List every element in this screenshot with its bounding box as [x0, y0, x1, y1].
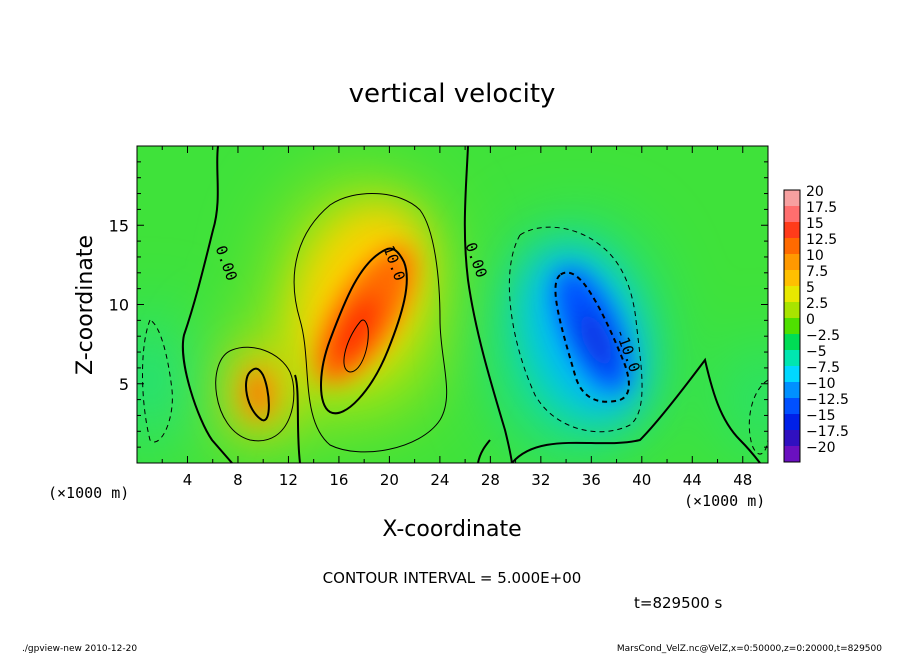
- footer-right: MarsCond_VelZ.nc@VelZ,x=0:50000,z=0:2000…: [617, 644, 882, 654]
- y-tick-label-1: 10: [109, 296, 129, 315]
- colorbar-swatch-9: [784, 334, 800, 350]
- colorbar-label-5: 7.5: [806, 264, 828, 280]
- colorbar-label-12: −10: [806, 376, 836, 392]
- colorbar-swatch-14: [784, 414, 800, 430]
- colorbar-label-2: 15: [806, 216, 824, 232]
- x-tick-label-1: 8: [233, 471, 243, 489]
- colorbar-swatch-0: [784, 190, 800, 206]
- contour-interval-text: CONTOUR INTERVAL = 5.000E+00: [323, 569, 582, 587]
- field-fill: [137, 146, 768, 463]
- colorbar-swatch-11: [784, 366, 800, 382]
- colorbar-label-3: 12.5: [806, 232, 837, 248]
- x-tick-label-11: 48: [733, 471, 752, 489]
- x-axis-unit-right: (×1000 m): [684, 492, 765, 510]
- colorbar-label-0: 20: [806, 184, 824, 200]
- colorbar-swatch-12: [784, 382, 800, 398]
- colorbar-swatch-5: [784, 270, 800, 286]
- colorbar-swatch-13: [784, 398, 800, 414]
- colorbar-swatch-8: [784, 318, 800, 334]
- x-tick-label-5: 24: [430, 471, 449, 489]
- x-axis-unit-left: (×1000 m): [48, 484, 129, 502]
- colorbar-frame: [783, 189, 801, 463]
- colorbar-swatch-3: [784, 238, 800, 254]
- colorbar-swatch-15: [784, 430, 800, 446]
- colorbar-swatch-2: [784, 222, 800, 238]
- y-tick-label-2: 15: [109, 216, 129, 235]
- colorbar-swatch-16: [784, 446, 800, 462]
- colorbar-label-11: −7.5: [806, 360, 840, 376]
- x-tick-label-2: 12: [279, 471, 298, 489]
- time-label: t=829500 s: [634, 594, 722, 612]
- y-axis-ticks: 5 10 15: [109, 161, 768, 448]
- colorbar-swatch-7: [784, 302, 800, 318]
- colorbar-label-16: −20: [806, 440, 836, 456]
- colorbar-label-8: 0: [806, 312, 815, 328]
- colorbar-label-10: −5: [806, 344, 827, 360]
- x-tick-label-7: 32: [531, 471, 550, 489]
- colorbar: 2017.51512.5107.552.50−2.5−5−7.5−10−12.5…: [783, 184, 849, 463]
- x-tick-label-8: 36: [582, 471, 601, 489]
- colorbar-swatch-1: [784, 206, 800, 222]
- colorbar-label-13: −12.5: [806, 392, 849, 408]
- colorbar-label-9: −2.5: [806, 328, 840, 344]
- colorbar-label-15: −17.5: [806, 424, 849, 440]
- x-tick-label-4: 20: [380, 471, 399, 489]
- x-axis-ticks: 4 8 12 16 20 24 28 32 36 40 44 48: [161, 146, 752, 489]
- colorbar-label-14: −15: [806, 408, 836, 424]
- footer-left: ./gpview-new 2010-12-20: [22, 644, 137, 654]
- colorbar-label-6: 5: [806, 280, 815, 296]
- chart-title: vertical velocity: [349, 79, 556, 109]
- y-axis-title: Z-coordinate: [73, 235, 98, 375]
- x-tick-label-9: 40: [632, 471, 651, 489]
- contour-lines: [142, 146, 768, 463]
- colorbar-label-7: 2.5: [806, 296, 828, 312]
- colorbar-label-1: 17.5: [806, 200, 837, 216]
- x-tick-label-0: 4: [183, 471, 193, 489]
- colorbar-swatch-6: [784, 286, 800, 302]
- x-tick-label-10: 44: [683, 471, 702, 489]
- colorbar-label-4: 10: [806, 248, 824, 264]
- x-tick-label-6: 28: [481, 471, 500, 489]
- colorbar-swatch-4: [784, 254, 800, 270]
- x-axis-title: X-coordinate: [382, 517, 521, 542]
- x-tick-label-3: 16: [329, 471, 348, 489]
- colorbar-swatch-10: [784, 350, 800, 366]
- y-tick-label-0: 5: [119, 375, 129, 394]
